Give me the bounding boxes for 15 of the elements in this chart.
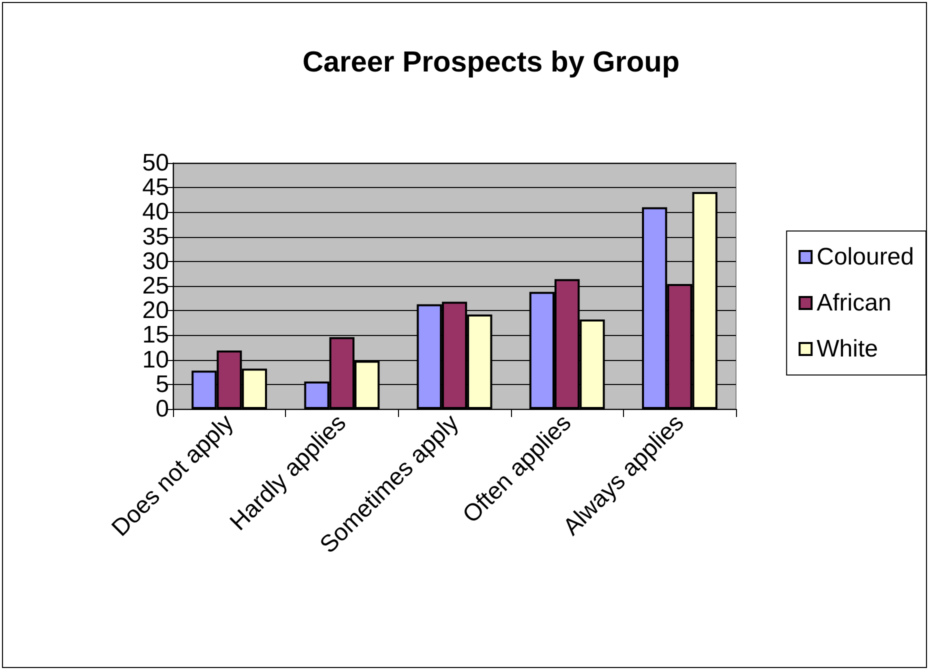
y-tick-label: 15 bbox=[142, 322, 169, 349]
chart-title: Career Prospects by Group bbox=[302, 46, 680, 78]
y-tick-label: 30 bbox=[142, 248, 169, 275]
legend-label: African bbox=[816, 290, 892, 316]
y-tick-label: 40 bbox=[142, 198, 169, 226]
y-tick-label: 35 bbox=[142, 223, 169, 250]
legend-label: Coloured bbox=[816, 244, 914, 270]
y-tick-label: 45 bbox=[142, 174, 169, 202]
y-tick-label: 5 bbox=[156, 370, 169, 398]
y-tick-label: 20 bbox=[142, 297, 169, 324]
legend-label: White bbox=[816, 336, 878, 362]
y-tick-label: 50 bbox=[142, 150, 169, 176]
y-tick-label: 0 bbox=[156, 396, 169, 422]
y-tick-label: 10 bbox=[142, 346, 169, 374]
y-tick-label: 25 bbox=[142, 272, 169, 300]
